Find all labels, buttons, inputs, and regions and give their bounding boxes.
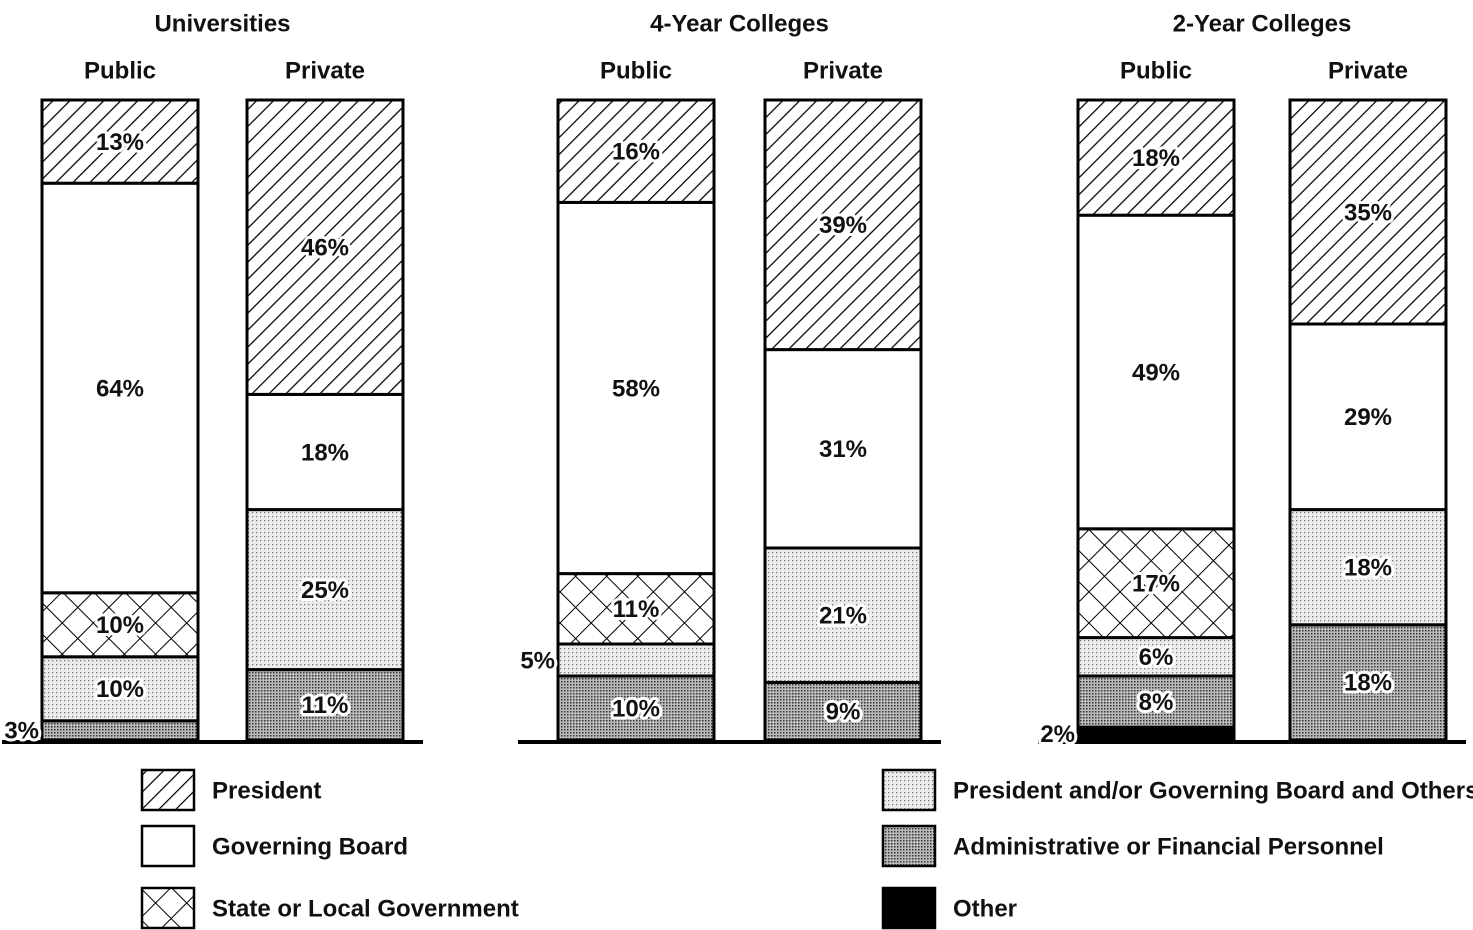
legend-label: President: [212, 777, 321, 804]
value-label: 11%: [302, 692, 349, 719]
value-label: 16%: [612, 139, 660, 166]
bar-segment: [556, 98, 716, 204]
value-label: 39%: [819, 212, 867, 239]
legend-label: Other: [953, 895, 1017, 922]
value-label: 5%: [520, 647, 555, 674]
bar-segment: [40, 655, 200, 723]
bar-segment: [1076, 527, 1236, 640]
bar-segment: [556, 674, 716, 742]
bar-segment: [245, 98, 405, 396]
value-label: 21%: [819, 603, 867, 630]
legend-label: Governing Board: [212, 833, 408, 860]
value-label: 9%: [826, 699, 861, 726]
value-label: 6%: [1139, 644, 1174, 671]
value-label: 11%: [613, 596, 660, 623]
bar-segment: [1076, 636, 1236, 678]
value-label: 2%: [1040, 721, 1075, 748]
value-label: 17%: [1132, 571, 1180, 598]
group-title: 2-Year Colleges: [1173, 10, 1352, 37]
value-label: 46%: [301, 235, 349, 262]
bar-segment: [40, 719, 200, 742]
legend-swatch: [140, 824, 196, 868]
legend-swatch: [140, 886, 196, 930]
value-label: 10%: [96, 676, 144, 703]
bar-segment: [1076, 725, 1236, 742]
legend-swatch: [140, 768, 196, 812]
category-label: Private: [803, 57, 883, 84]
bar-segment: [763, 98, 923, 352]
group-title: 4-Year Colleges: [650, 10, 829, 37]
value-label: 35%: [1344, 199, 1392, 226]
bar-segment: [40, 98, 200, 185]
bar-segment: [1076, 674, 1236, 729]
legend-swatch: [881, 824, 937, 868]
bar-segment: [245, 392, 405, 512]
value-label: 29%: [1344, 404, 1392, 431]
legend-label: State or Local Government: [212, 895, 519, 922]
value-label: 13%: [96, 129, 144, 156]
bar-segment: [1288, 322, 1448, 512]
value-label: 25%: [301, 577, 349, 604]
value-label: 18%: [301, 439, 349, 466]
legend-label: Administrative or Financial Personnel: [953, 833, 1384, 860]
bar-segment: [1076, 213, 1236, 531]
bar-segment: [763, 680, 923, 742]
value-label: 49%: [1132, 359, 1180, 386]
value-label: 3%: [4, 718, 39, 745]
bar-segment: [245, 508, 405, 672]
value-label: 58%: [612, 375, 660, 402]
legend-swatch: [881, 886, 937, 930]
legend-swatch: [881, 768, 937, 812]
value-label: 31%: [819, 436, 867, 463]
value-label: 18%: [1344, 555, 1392, 582]
value-label: 8%: [1139, 689, 1174, 716]
value-label: 18%: [1132, 145, 1180, 172]
bar-segment: [556, 200, 716, 576]
category-label: Public: [600, 57, 672, 84]
category-label: Private: [285, 57, 365, 84]
value-label: 10%: [96, 612, 144, 639]
value-label: 64%: [96, 375, 144, 402]
value-label: 18%: [1344, 670, 1392, 697]
bar-segment: [556, 642, 716, 678]
bar-segment: [40, 181, 200, 595]
bar-segment: [1076, 98, 1236, 217]
category-label: Private: [1328, 57, 1408, 84]
bar-segment: [1288, 623, 1448, 742]
value-label: 10%: [612, 695, 660, 722]
category-label: Public: [84, 57, 156, 84]
bar-segment: [1288, 98, 1448, 326]
bar-segment: [763, 348, 923, 550]
category-label: Public: [1120, 57, 1192, 84]
legend-label: President and/or Governing Board and Oth…: [953, 777, 1473, 804]
group-title: Universities: [154, 10, 290, 37]
